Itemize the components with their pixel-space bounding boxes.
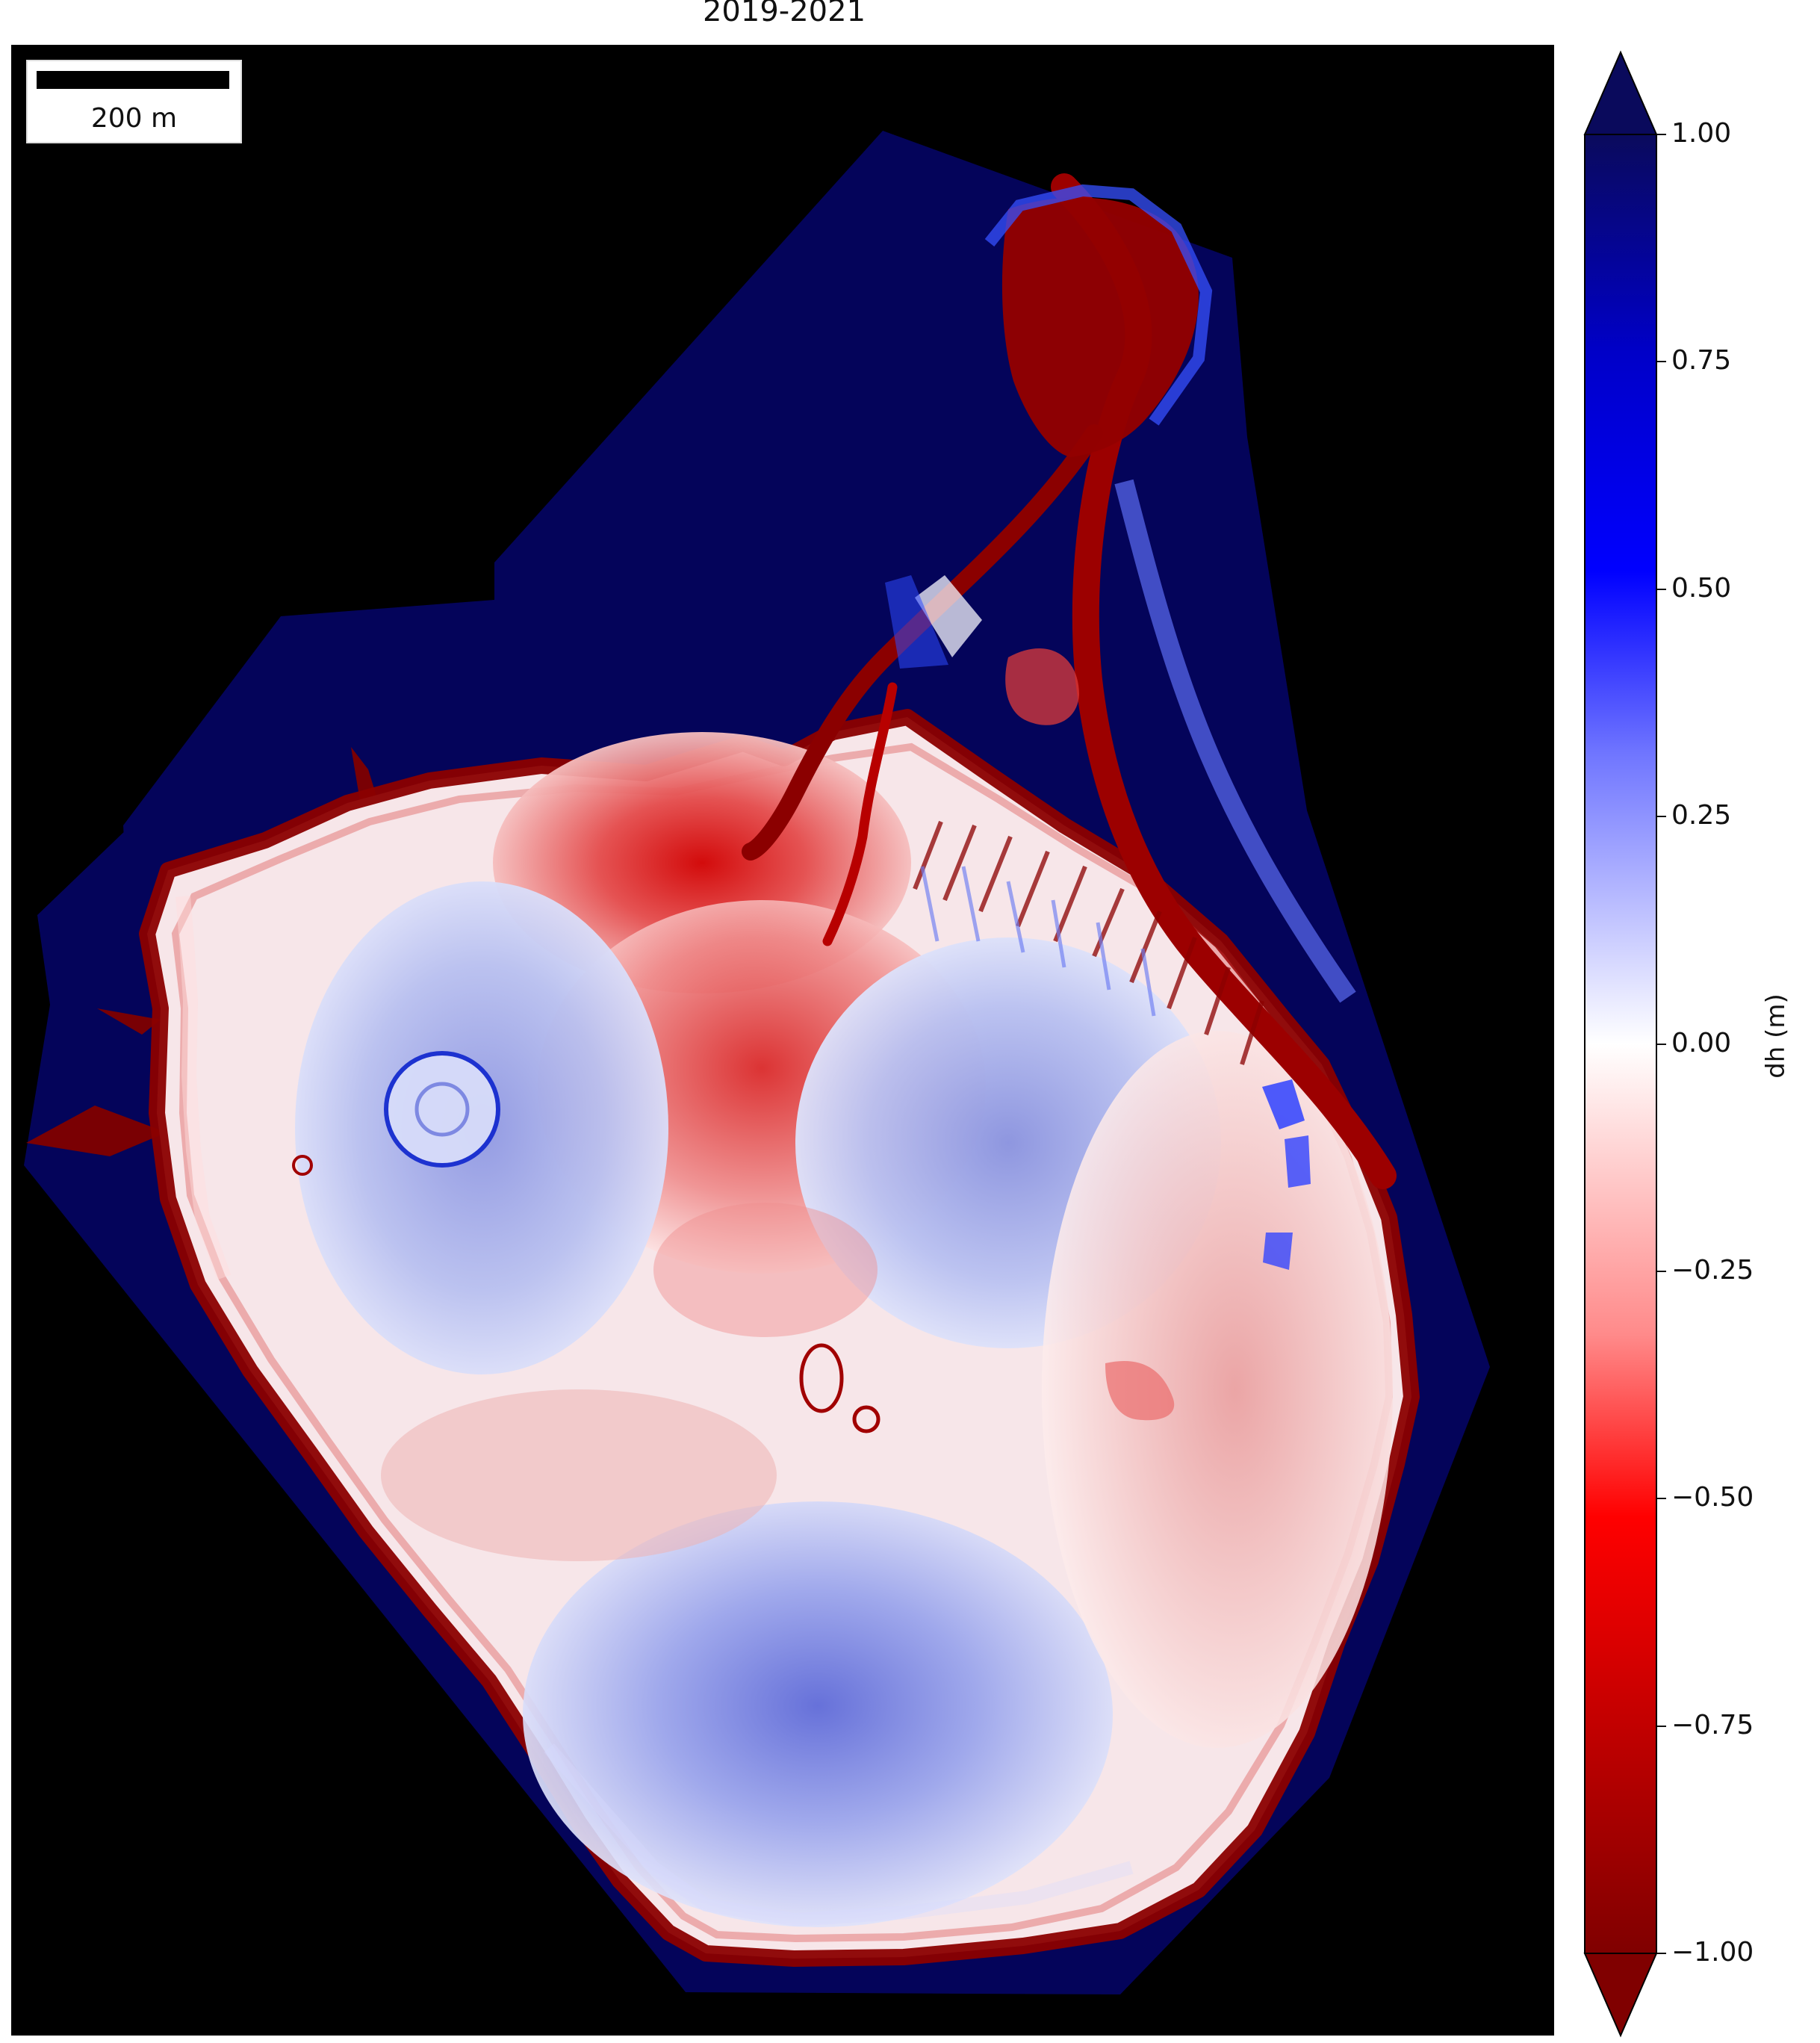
- colorbar-tick-3: [1657, 816, 1666, 818]
- scalebar-label: 200 m: [90, 103, 178, 134]
- east-loss-zone: [1042, 1031, 1393, 1748]
- colorbar-tick-label-4: 0.00: [1671, 1027, 1732, 1058]
- colorbar-tick-0: [1657, 134, 1666, 135]
- map-title: 2019-2021: [702, 0, 866, 28]
- colorbar-tick-7: [1657, 1725, 1666, 1727]
- north-runoff-branch: [742, 424, 1103, 861]
- colorbar-tick-label-2: 0.50: [1671, 572, 1732, 604]
- colorbar-tick-label-1: 0.75: [1671, 345, 1732, 376]
- central-ridge-loss: [653, 1203, 878, 1337]
- north-head-fringe: [984, 184, 1213, 426]
- colorbar-label: dh (m): [1761, 993, 1791, 1079]
- colorbar: [1583, 50, 1658, 2038]
- island-shoreline-loss: [139, 709, 1420, 1967]
- east-channel-gain-4: [1263, 1233, 1293, 1270]
- island-inner-shore: [171, 743, 1394, 1943]
- colorbar-body: [1584, 134, 1657, 1954]
- crater-center: [799, 1343, 844, 1413]
- colorbar-tick-label-3: 0.25: [1671, 800, 1732, 831]
- coast-texture-south: [544, 1743, 1134, 1927]
- east-channel-gain-1: [1114, 479, 1356, 1003]
- colorbar-extend-top: [1583, 50, 1658, 135]
- colorbar-tick-label-7: −0.75: [1671, 1709, 1754, 1740]
- east-gullies: [913, 820, 1264, 1065]
- mid-gullies: [920, 866, 1156, 1017]
- colorbar-tick-label-6: −0.50: [1671, 1482, 1754, 1513]
- north-head-loss: [1001, 197, 1199, 457]
- north-runoff-branch-2: [822, 682, 898, 946]
- colorbar-tick-1: [1657, 361, 1666, 363]
- colorbar-tick-5: [1657, 1270, 1666, 1272]
- scalebar-box: 200 m: [26, 60, 242, 143]
- nodata-wedge-left-1: [26, 1106, 167, 1156]
- nodata-wedge-left-2: [97, 1008, 161, 1035]
- south-gain-zone: [523, 1501, 1113, 1927]
- colorbar-tick-6: [1657, 1498, 1666, 1500]
- north-fan-lower: [885, 575, 948, 669]
- crater-center-small: [852, 1405, 881, 1433]
- coast-texture-west: [176, 896, 232, 1280]
- crater-west: [384, 1051, 500, 1168]
- east-channel-gain-2: [1262, 1079, 1305, 1129]
- colorbar-tick-label-0: 1.00: [1671, 118, 1732, 149]
- southwest-loss-zone: [381, 1389, 777, 1561]
- colorbar-extend-bottom: [1583, 1953, 1658, 2038]
- crater-left-small: [292, 1155, 313, 1176]
- colorbar-tick-label-5: −0.25: [1671, 1254, 1754, 1286]
- east-channel-gain-3: [1285, 1135, 1311, 1188]
- colorbar-tick-8: [1657, 1953, 1666, 1954]
- north-fan-left: [915, 575, 982, 657]
- map-panel: 200 m: [11, 45, 1554, 2036]
- colorbar-tick-label-8: −1.00: [1671, 1937, 1754, 1968]
- colorbar-tick-2: [1657, 588, 1666, 590]
- crater-west-inner: [414, 1082, 470, 1137]
- north-east-red: [1005, 648, 1079, 725]
- scalebar-bar: [37, 71, 229, 89]
- east-ridge-red: [1105, 1361, 1175, 1421]
- colorbar-tick-4: [1657, 1043, 1666, 1045]
- map-canvas: [24, 131, 1490, 1994]
